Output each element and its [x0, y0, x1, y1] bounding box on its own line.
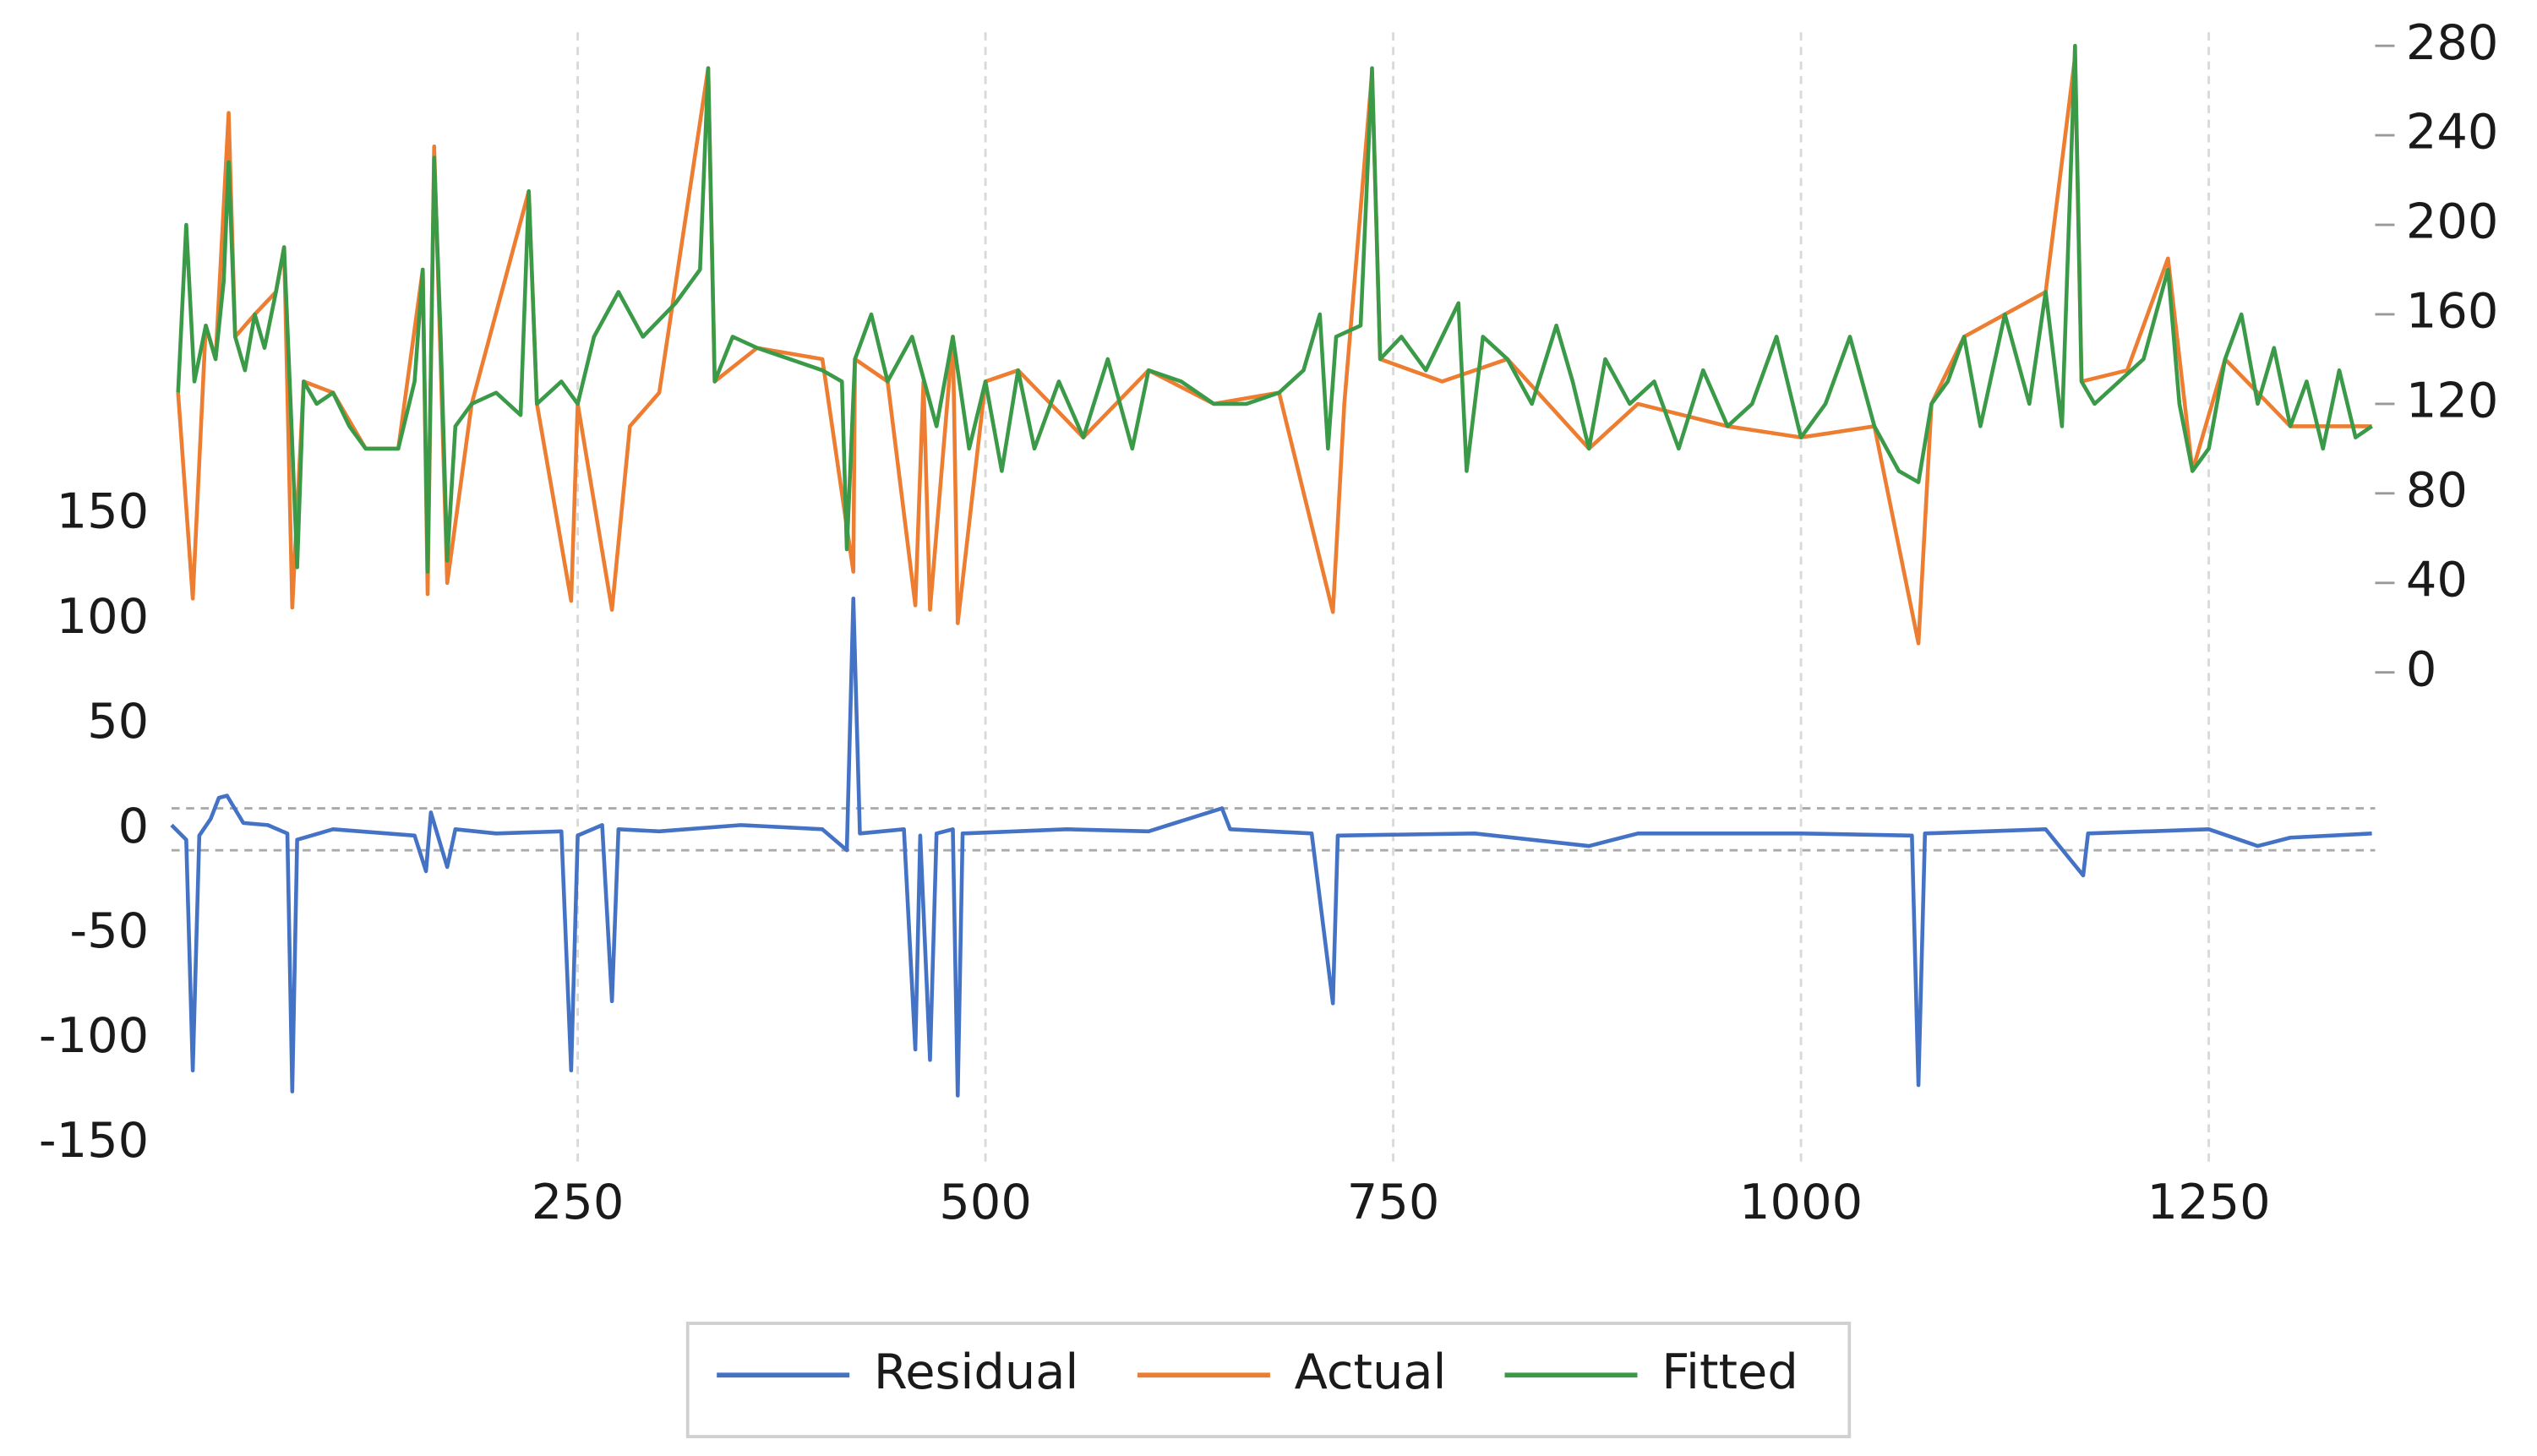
x-tick-label: 500 [939, 1174, 1032, 1230]
x-tick-label: 250 [532, 1174, 625, 1230]
series-line [170, 597, 2372, 1098]
y-tick-label: 0 [118, 798, 150, 854]
legend-box [685, 1322, 1852, 1438]
y2-tick-label: 0 [2406, 641, 2437, 697]
x-tick-label: 1250 [2147, 1174, 2271, 1230]
series-line [176, 55, 2372, 646]
x-tick-label: 1000 [1739, 1174, 1863, 1230]
x-tick-label: 750 [1347, 1174, 1440, 1230]
y2-tick-label: 120 [2406, 373, 2499, 429]
y-tick-label: 100 [57, 588, 150, 645]
legend-label: Actual [1295, 1344, 1447, 1400]
y2-tick-label: 200 [2406, 194, 2499, 250]
y-tick-label: 150 [57, 483, 150, 540]
y2-tick-label: 80 [2406, 461, 2468, 518]
legend-label: Residual [874, 1344, 1079, 1400]
y2-tick-label: 160 [2406, 283, 2499, 340]
y-tick-label: -50 [69, 903, 149, 959]
y2-tick-label: 40 [2406, 551, 2468, 608]
y-tick-label: 50 [87, 693, 149, 750]
y2-tick-label: 240 [2406, 104, 2499, 161]
legend-label: Fitted [1661, 1344, 1798, 1400]
series-line [176, 43, 2373, 574]
y2-tick-label: 280 [2406, 14, 2499, 71]
y-tick-label: -100 [39, 1007, 149, 1064]
y-tick-label: -150 [39, 1112, 149, 1169]
